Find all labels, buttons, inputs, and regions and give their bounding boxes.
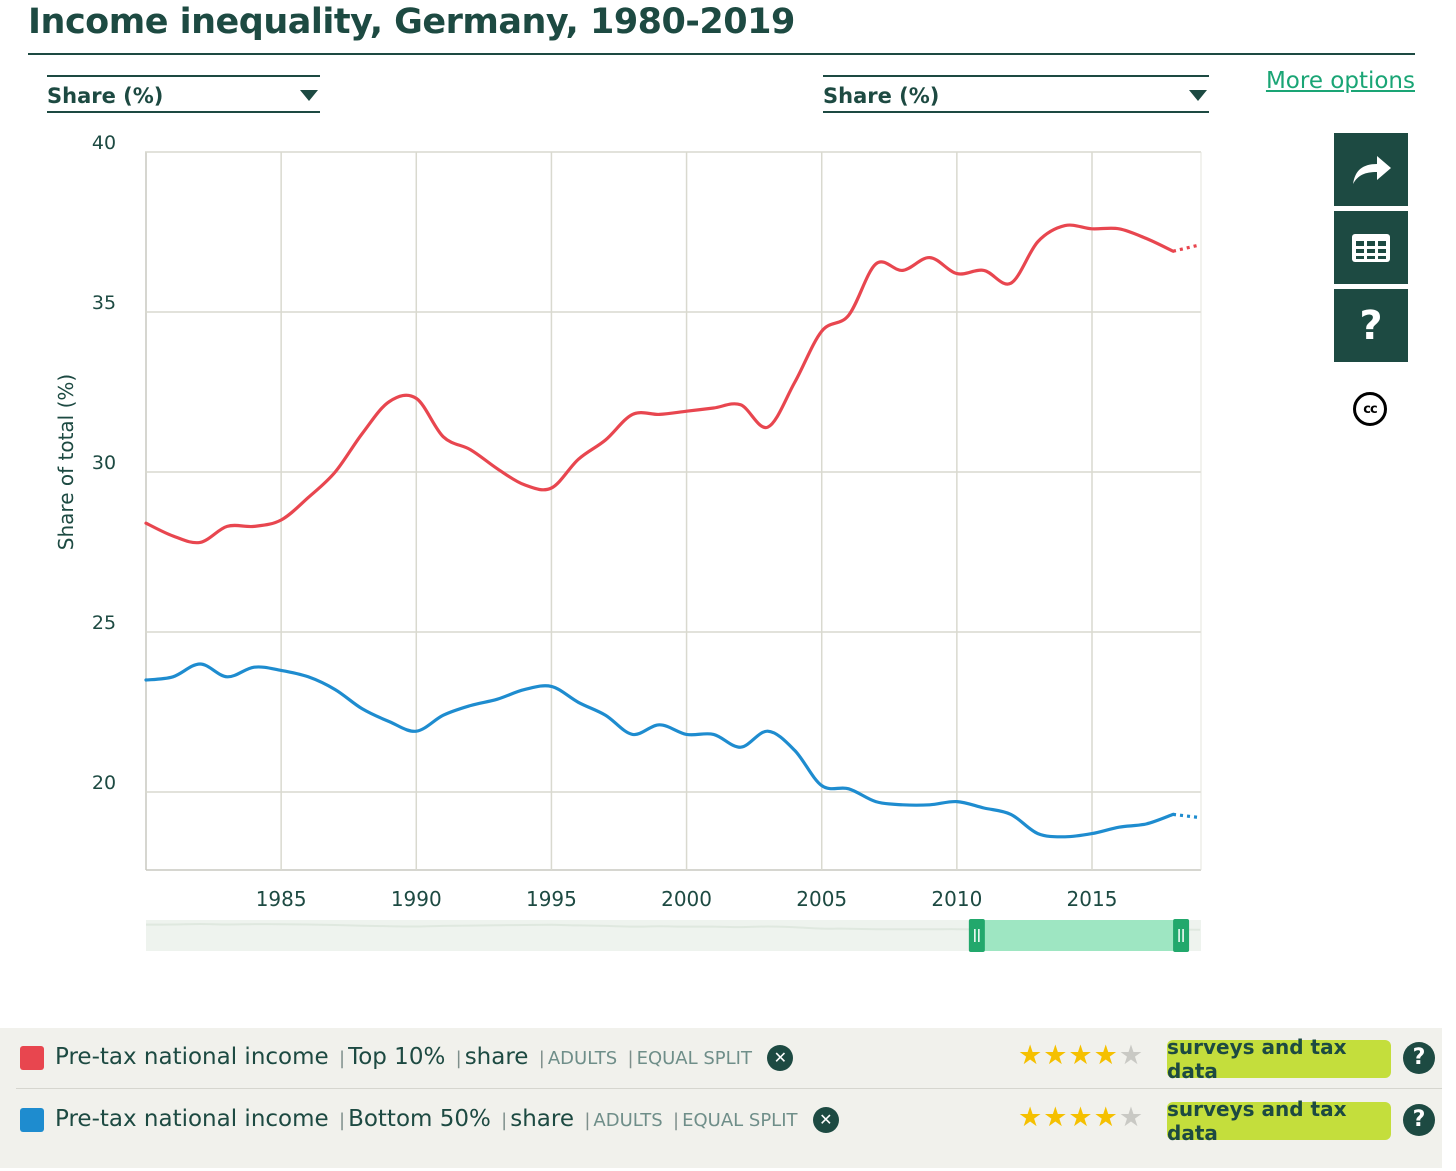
help-button[interactable]: ?: [1334, 289, 1408, 362]
left-axis-selector-label: Share (%): [47, 84, 164, 108]
legend-description: Pre-tax national income | Top 10% | share …: [55, 1044, 794, 1071]
legend-description: Pre-tax national income | Bottom 50% | sha…: [55, 1106, 839, 1133]
more-options-link[interactable]: More options: [1265, 68, 1415, 94]
x-tick-label: 2010: [931, 887, 982, 911]
x-tick-label: 2005: [796, 887, 847, 911]
rating-stars-filled: ★★★★: [1018, 1102, 1119, 1133]
creative-commons-icon[interactable]: cc: [1353, 392, 1387, 426]
series-line: [144, 223, 1175, 545]
share-button[interactable]: [1334, 133, 1408, 206]
y-axis-title: Share of total (%): [54, 374, 78, 550]
legend-population: ADULTS: [547, 1048, 618, 1069]
page-title: Income inequality, Germany, 1980-2019: [28, 2, 795, 42]
remove-series-button[interactable]: ✕: [767, 1044, 794, 1071]
legend-row: Pre-tax national income | Top 10% | share …: [0, 1028, 1442, 1088]
series-line-projection: [1172, 243, 1201, 253]
chevron-down-icon: [300, 90, 318, 101]
line-chart: 20 25 30 35 40 1985 1990 1995 2000 2005 2010 2015 Sh…: [54, 132, 1202, 952]
right-axis-selector[interactable]: Share (%): [823, 75, 1209, 113]
rating-stars-empty: ★: [1118, 1102, 1145, 1133]
rating-stars-empty: ★: [1118, 1040, 1145, 1071]
legend-measure: share: [464, 1044, 529, 1070]
table-icon: [1352, 233, 1390, 262]
y-tick-label: 35: [92, 292, 116, 314]
legend-panel: Pre-tax national income | Top 10% | share …: [0, 1028, 1442, 1168]
rating-stars-filled: ★★★★: [1018, 1040, 1119, 1071]
range-handle[interactable]: [968, 919, 985, 952]
x-tick-label: 2000: [661, 887, 712, 911]
x-tick-label: 1990: [391, 887, 442, 911]
quality-rating: ★★★★★: [1018, 1102, 1144, 1133]
quality-rating: ★★★★★: [1018, 1040, 1144, 1071]
legend-population: ADULTS: [593, 1110, 663, 1131]
legend-group: Top 10%: [348, 1044, 446, 1070]
left-axis-selector[interactable]: Share (%): [47, 75, 320, 113]
table-view-button[interactable]: [1334, 211, 1408, 284]
data-source-badge[interactable]: surveys and tax data: [1167, 1097, 1391, 1145]
x-tick-label: 1995: [526, 887, 577, 911]
x-tick-label: 2015: [1067, 887, 1118, 911]
legend-split: EQUAL SPLIT: [636, 1048, 752, 1069]
series-help-button[interactable]: ?: [1403, 1042, 1435, 1074]
right-axis-selector-label: Share (%): [823, 84, 940, 108]
y-tick-label: 40: [92, 132, 116, 154]
legend-group: Bottom 50%: [348, 1106, 491, 1132]
legend-indicator: Pre-tax national income: [55, 1044, 329, 1070]
range-handle[interactable]: [1173, 919, 1190, 952]
remove-series-button[interactable]: ✕: [812, 1106, 839, 1133]
x-tick-label: 1985: [256, 887, 307, 911]
series-line: [144, 662, 1175, 839]
legend-indicator: Pre-tax national income: [55, 1106, 329, 1132]
series-line-projection: [1172, 812, 1201, 820]
legend-split: EQUAL SPLIT: [682, 1110, 798, 1131]
series-color-swatch: [20, 1046, 44, 1070]
legend-measure: share: [510, 1106, 575, 1132]
range-selector-window: [976, 920, 1182, 951]
y-tick-label: 20: [92, 772, 116, 794]
y-tick-label: 30: [92, 452, 116, 474]
title-divider: [28, 53, 1415, 55]
data-source-badge[interactable]: surveys and tax data: [1167, 1035, 1391, 1083]
series-color-swatch: [20, 1108, 44, 1132]
y-tick-label: 25: [92, 612, 116, 634]
legend-row: Pre-tax national income | Bottom 50% | sha…: [0, 1090, 1442, 1150]
legend-divider: [16, 1088, 1442, 1089]
series-help-button[interactable]: ?: [1403, 1104, 1435, 1136]
chevron-down-icon: [1189, 90, 1207, 101]
share-arrow-icon: [1353, 155, 1391, 184]
